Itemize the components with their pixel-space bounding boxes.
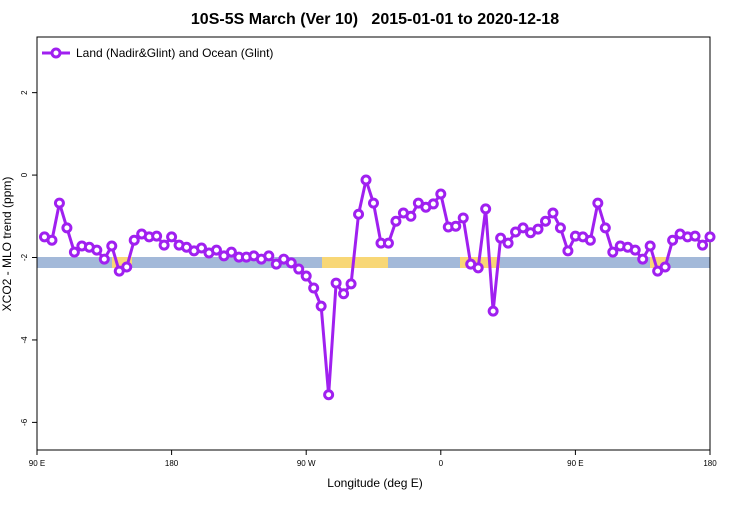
x-tick-label: 90 E — [29, 459, 45, 468]
data-point — [689, 230, 701, 242]
data-point — [345, 278, 357, 290]
data-point — [532, 223, 544, 235]
data-point — [697, 239, 709, 251]
data-point — [659, 261, 671, 273]
data-point — [554, 222, 566, 234]
data-point — [98, 253, 110, 265]
data-point — [196, 242, 208, 254]
y-tick-label: 2 — [20, 90, 29, 95]
data-point — [338, 288, 350, 300]
data-point — [495, 232, 507, 244]
data-point — [300, 270, 312, 282]
y-tick-label: -6 — [20, 418, 29, 426]
data-point — [61, 222, 73, 234]
data-point — [368, 197, 379, 209]
data-point — [53, 197, 65, 209]
chart-title: 10S-5S March (Ver 10) 2015-01-01 to 2020… — [191, 11, 559, 28]
data-point — [435, 188, 447, 200]
x-tick-label: 90 E — [567, 459, 583, 468]
data-line — [43, 178, 712, 397]
data-point — [270, 258, 282, 270]
data-point — [330, 277, 342, 289]
data-point — [667, 234, 679, 246]
data-point — [584, 234, 596, 246]
data-point — [166, 231, 178, 243]
data-point — [68, 246, 80, 258]
data-point — [487, 305, 499, 317]
data-point — [323, 389, 335, 401]
data-point — [457, 212, 469, 224]
x-tick-label: 180 — [165, 459, 179, 468]
data-point — [315, 300, 327, 312]
data-point — [644, 240, 656, 252]
data-point — [225, 246, 237, 258]
data-point — [599, 222, 611, 234]
data-point — [472, 262, 484, 274]
data-point — [308, 282, 320, 294]
data-point — [539, 215, 551, 227]
x-tick-label: 180 — [703, 459, 717, 468]
data-point — [450, 220, 462, 232]
data-point — [106, 240, 118, 252]
x-axis-label: Longitude (deg E) — [327, 476, 422, 490]
data-point — [151, 230, 163, 242]
data-point — [285, 257, 297, 269]
data-point — [121, 261, 133, 273]
legend-marker — [50, 47, 62, 59]
data-point — [91, 244, 103, 256]
data-point — [427, 198, 439, 210]
x-tick-label: 90 W — [297, 459, 316, 468]
y-tick-label: -4 — [20, 336, 29, 344]
y-tick-label: 0 — [20, 172, 29, 177]
data-point — [637, 253, 649, 265]
data-point — [405, 210, 417, 222]
data-point — [128, 234, 140, 246]
plot-frame — [36, 36, 711, 451]
data-point — [382, 237, 394, 249]
data-point — [629, 244, 641, 256]
y-axis-label: XCO2 - MLO trend (ppm) — [0, 177, 14, 312]
data-point — [502, 237, 514, 249]
data-point — [547, 207, 559, 219]
data-point — [353, 208, 365, 220]
data-point — [480, 203, 492, 215]
data-point — [562, 245, 574, 257]
data-point — [390, 215, 402, 227]
data-point — [704, 231, 716, 243]
data-point — [158, 239, 170, 251]
legend-label: Land (Nadir&Glint) and Ocean (Glint) — [76, 46, 273, 60]
data-point — [293, 263, 305, 275]
data-point — [46, 234, 58, 246]
data-point — [263, 250, 275, 262]
data-point — [517, 222, 529, 234]
data-point — [360, 174, 372, 186]
x-tick-label: 0 — [439, 459, 444, 468]
data-point — [607, 246, 619, 258]
legend: Land (Nadir&Glint) and Ocean (Glint) — [42, 46, 273, 60]
land-ocean-strip — [37, 257, 710, 268]
data-point — [210, 244, 222, 256]
data-point — [592, 197, 604, 209]
y-tick-label: -2 — [20, 253, 29, 261]
